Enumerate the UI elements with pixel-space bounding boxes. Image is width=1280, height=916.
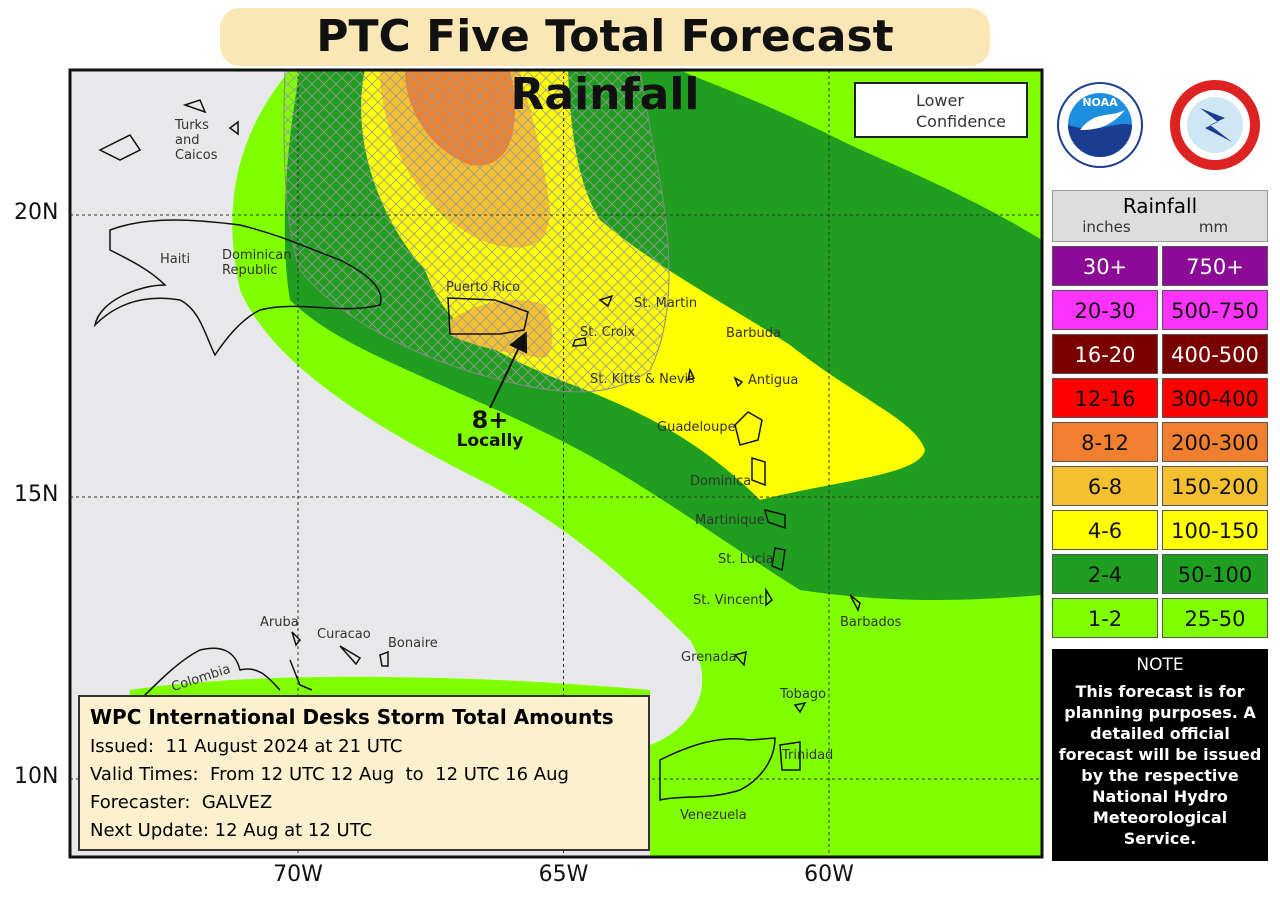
place-label: Grenada [681, 650, 737, 665]
legend-header: Rainfall inches mm [1052, 190, 1268, 242]
note-box: NOTE This forecast is for planning purpo… [1052, 649, 1268, 861]
legend-row: 6-8 150-200 [1052, 466, 1268, 506]
legend-inches: 1-2 [1052, 598, 1158, 638]
legend-row: 4-6 100-150 [1052, 510, 1268, 550]
logo-text: NOAA [1082, 96, 1118, 109]
legend-inches: 4-6 [1052, 510, 1158, 550]
place-label: St. Croix [580, 325, 636, 340]
lat-label: 15N [14, 482, 59, 507]
noaa-logo: NOAA [1057, 82, 1143, 168]
map-legend: Lower Confidence [854, 82, 1028, 138]
place-label: Venezuela [680, 808, 747, 823]
place-label: Antigua [748, 373, 799, 388]
info-box: WPC International Desks Storm Total Amou… [78, 695, 650, 851]
legend-mm: 100-150 [1162, 510, 1268, 550]
legend-title: Rainfall [1122, 194, 1198, 218]
info-title: WPC International Desks Storm Total Amou… [90, 705, 614, 729]
info-line: Forecaster: GALVEZ [90, 792, 273, 813]
place-label: Puerto Rico [446, 280, 521, 295]
place-label: Dominica [690, 474, 752, 489]
lat-label: 10N [14, 764, 59, 789]
rainfall-legend: Rainfall inches mm 30+ 750+ 20-30 500-750 16-… [1052, 190, 1268, 638]
place-label: Bonaire [388, 636, 438, 651]
info-lines: Issued: 11 August 2024 at 21 UTC Valid Ti… [90, 733, 638, 845]
note-text: This forecast is for planning purposes. … [1058, 682, 1262, 848]
map-area [70, 70, 1042, 857]
map-frame [68, 68, 1044, 859]
annotation-arrow [489, 331, 528, 409]
legend-row: 20-30 500-750 [1052, 290, 1268, 330]
legend-row: 12-16 300-400 [1052, 378, 1268, 418]
legend-row: 1-2 25-50 [1052, 598, 1268, 638]
legend-inches: 20-30 [1052, 290, 1158, 330]
legend-inches: 16-20 [1052, 334, 1158, 374]
place-label: Turks and Caicos [175, 118, 218, 163]
place-label: St. Lucia [718, 552, 774, 567]
place-label: Aruba [260, 615, 299, 630]
legend-row: 2-4 50-100 [1052, 554, 1268, 594]
place-label: Haiti [160, 252, 191, 267]
lon-label: 60W [804, 862, 854, 887]
legend-inches: 6-8 [1052, 466, 1158, 506]
annotation-label: Locally [456, 431, 524, 451]
place-label: St. Martin [634, 296, 698, 311]
map-legend-label: Lower Confidence [916, 91, 1006, 131]
title: PTC Five Total Forecast Rainfall [220, 8, 990, 120]
legend-mm: 25-50 [1162, 598, 1268, 638]
legend-rows: 30+ 750+ 20-30 500-750 16-20 400-500 12-16 300-… [1052, 246, 1268, 638]
legend-mm: 150-200 [1162, 466, 1268, 506]
legend-mm: 200-300 [1162, 422, 1268, 462]
legend-inches: 30+ [1052, 246, 1158, 286]
legend-inches: 8-12 [1052, 422, 1158, 462]
info-line: Issued: 11 August 2024 at 21 UTC [90, 736, 403, 757]
legend-inches: 12-16 [1052, 378, 1158, 418]
place-label: Martinique [695, 513, 765, 528]
legend-mm: 400-500 [1162, 334, 1268, 374]
coastlines [93, 99, 861, 801]
place-label: Tobago [780, 687, 827, 702]
info-line: Next Update: 12 Aug at 12 UTC [90, 820, 373, 841]
legend-mm: 750+ [1162, 246, 1268, 286]
lower-confidence-area [283, 70, 670, 393]
place-label: Dominican Republic [222, 248, 292, 278]
annotation-value: 8+ [471, 406, 509, 434]
legend-row: 30+ 750+ [1052, 246, 1268, 286]
nws-logo [1170, 80, 1260, 170]
legend-mm: 50-100 [1162, 554, 1268, 594]
place-label: Barbados [840, 615, 902, 630]
annotation: 8+ Locally [450, 408, 530, 450]
place-label: Guadeloupe [657, 420, 736, 435]
place-label: St. Vincent [693, 593, 764, 608]
lat-label: 20N [14, 200, 59, 225]
legend-inches: 2-4 [1052, 554, 1158, 594]
legend-mm: 500-750 [1162, 290, 1268, 330]
place-label: Curacao [317, 627, 371, 642]
note-title: NOTE [1136, 655, 1184, 675]
place-label: St. Kitts & Nevis [590, 372, 695, 387]
legend-row: 16-20 400-500 [1052, 334, 1268, 374]
lon-label: 65W [538, 862, 589, 887]
place-label: Trinidad [782, 748, 834, 763]
info-line: Valid Times: From 12 UTC 12 Aug to 12 UT… [90, 764, 569, 785]
legend-row: 8-12 200-300 [1052, 422, 1268, 462]
lon-label: 70W [273, 862, 323, 887]
legend-unit: mm [1198, 218, 1229, 236]
place-label: Barbuda [726, 326, 781, 341]
legend-unit: inches [1082, 218, 1131, 236]
legend-mm: 300-400 [1162, 378, 1268, 418]
